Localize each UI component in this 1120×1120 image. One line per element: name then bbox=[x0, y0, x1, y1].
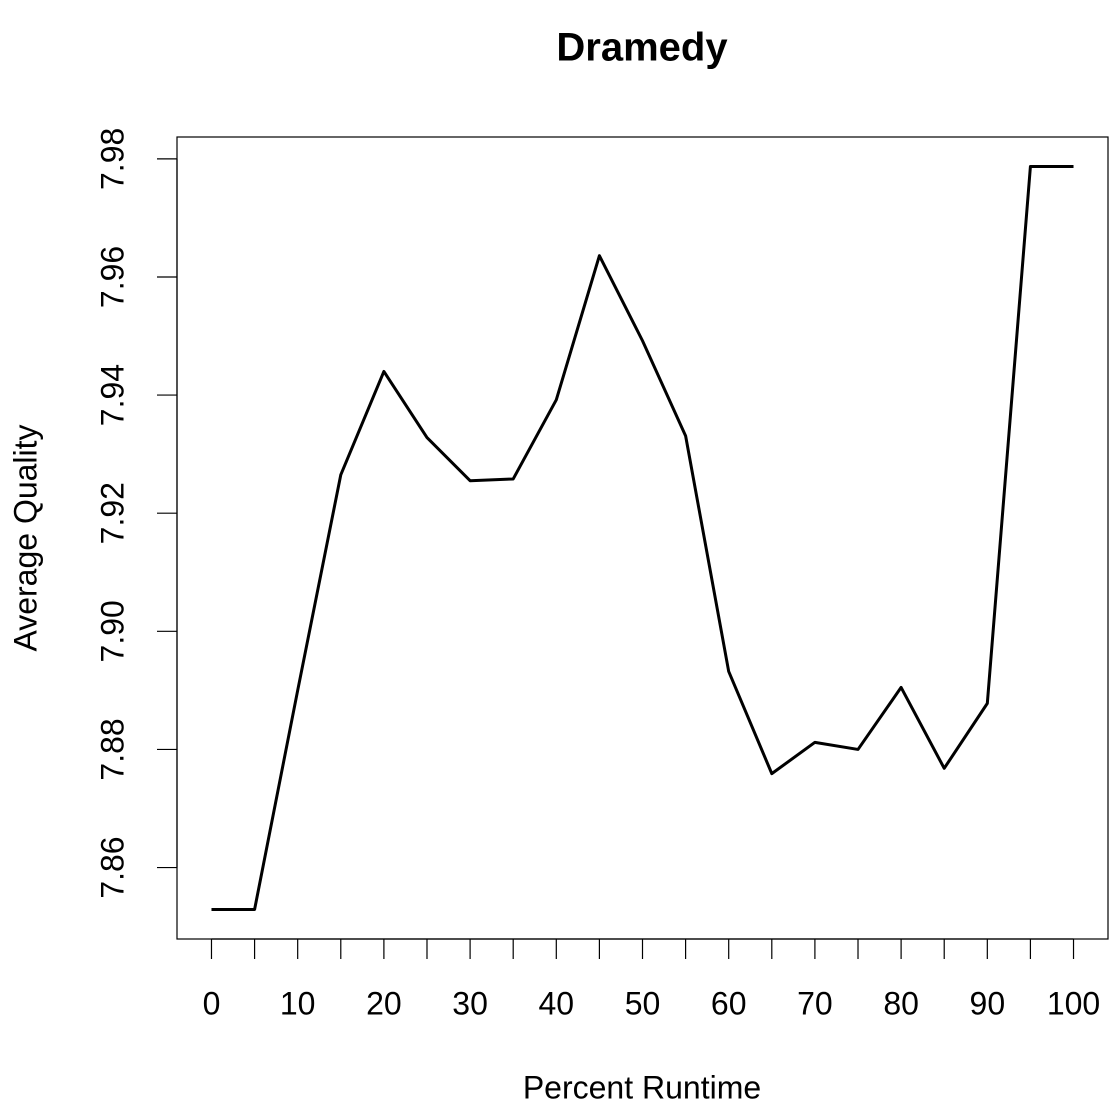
x-tick-label: 50 bbox=[625, 985, 661, 1021]
y-tick-label: 7.86 bbox=[94, 836, 130, 898]
chart-title: Dramedy bbox=[556, 26, 728, 70]
line bbox=[211, 165, 1074, 911]
y-tick-label: 7.98 bbox=[94, 128, 130, 190]
y-axis-label: Average Quality bbox=[7, 424, 43, 651]
x-tick-label: 30 bbox=[452, 985, 488, 1021]
x-tick-label: 20 bbox=[366, 985, 402, 1021]
y-tick-label: 7.90 bbox=[94, 600, 130, 662]
y-tick-label: 7.92 bbox=[94, 482, 130, 544]
x-tick-label: 40 bbox=[538, 985, 574, 1021]
x-tick-label: 70 bbox=[797, 985, 833, 1021]
x-tick-label: 90 bbox=[970, 985, 1006, 1021]
y-tick-label: 7.96 bbox=[94, 246, 130, 308]
x-tick-label: 100 bbox=[1047, 985, 1100, 1021]
x-tick-label: 80 bbox=[883, 985, 919, 1021]
x-axis-label: Percent Runtime bbox=[523, 1069, 761, 1105]
x-tick-label: 10 bbox=[280, 985, 316, 1021]
y-tick-label: 7.94 bbox=[94, 364, 130, 426]
y-tick-label: 7.88 bbox=[94, 718, 130, 780]
x-tick-label: 0 bbox=[203, 985, 221, 1021]
x-tick-label: 60 bbox=[711, 985, 747, 1021]
